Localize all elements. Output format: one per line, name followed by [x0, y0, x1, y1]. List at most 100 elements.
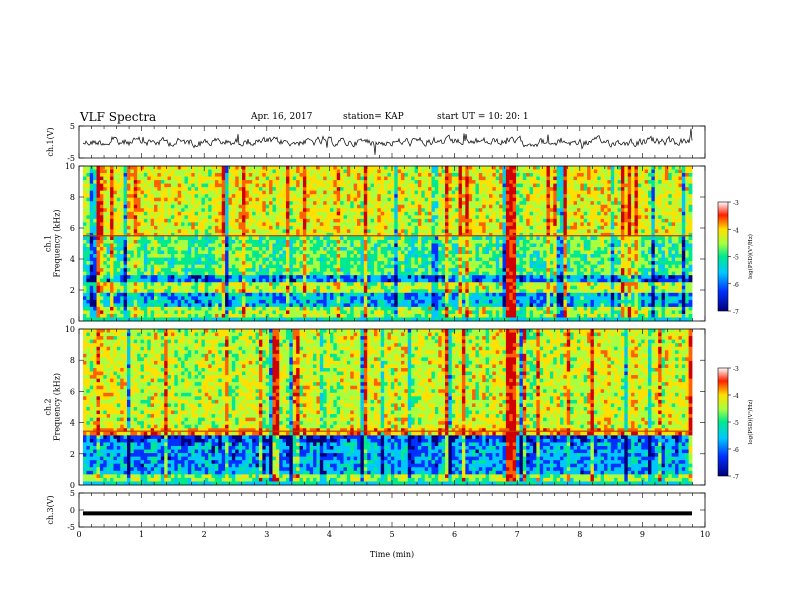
- spectrogram-cell: [147, 229, 152, 234]
- spectrogram-cell: [570, 239, 574, 244]
- spectrogram-cell: [553, 194, 558, 199]
- spectrogram-cell: [654, 166, 659, 170]
- spectrogram-cell: [681, 236, 686, 241]
- spectrogram-cell: [353, 232, 358, 237]
- spectrogram-cell: [475, 225, 480, 230]
- spectrogram-cell: [194, 239, 199, 244]
- spectrogram-cell: [357, 247, 361, 251]
- spectrogram-cell: [211, 211, 216, 216]
- spectrogram-cell: [99, 180, 104, 185]
- spectrogram-cell: [614, 197, 618, 202]
- spectrogram-cell: [255, 222, 260, 227]
- spectrogram-cell: [438, 187, 443, 192]
- spectrogram-cell: [417, 180, 422, 185]
- spectrogram-cell: [600, 201, 605, 206]
- spectrogram-cell: [441, 229, 446, 234]
- spectrogram-cell: [604, 222, 608, 227]
- spectrogram-cell: [685, 176, 690, 181]
- spectrogram-cell: [482, 197, 487, 202]
- spectrogram-cell: [445, 187, 449, 192]
- spectrogram-cell: [231, 176, 236, 181]
- spectrogram-cell: [174, 236, 179, 241]
- spectrogram-cell: [431, 239, 436, 244]
- spectrogram-cell: [167, 173, 172, 177]
- spectrogram-cell: [512, 218, 517, 223]
- spectrogram-cell: [110, 211, 114, 216]
- spectrogram-cell: [235, 239, 240, 244]
- spectrogram-cell: [634, 183, 639, 188]
- spectrogram-cell: [242, 201, 246, 206]
- spectrogram-cell: [282, 257, 287, 262]
- spectrogram-cell: [302, 169, 307, 174]
- spectrogram-cell: [414, 176, 419, 181]
- spectrogram-cell: [421, 232, 426, 237]
- spectrogram-cell: [208, 236, 212, 241]
- spectrogram-cell: [519, 197, 524, 202]
- spectrogram-cell: [242, 190, 246, 195]
- spectrogram-cell: [363, 204, 368, 209]
- spectrogram-cell: [648, 201, 652, 206]
- spectrogram-cell: [262, 243, 267, 248]
- spectrogram-cell: [641, 197, 646, 202]
- spectrogram-cell: [214, 218, 219, 223]
- spectrogram-cell: [89, 218, 94, 223]
- spectrogram-cell: [248, 250, 253, 255]
- spectrogram-cell: [326, 173, 331, 177]
- spectrogram-cell: [495, 183, 500, 188]
- spectrogram-cell: [384, 218, 388, 223]
- spectrogram-cell: [231, 187, 236, 192]
- spectrogram-cell: [543, 197, 547, 202]
- spectrogram-cell: [522, 197, 527, 202]
- spectrogram-cell: [526, 166, 530, 170]
- spectrogram-cell: [340, 222, 344, 227]
- spectrogram-cell: [116, 243, 121, 248]
- spectrogram-cell: [326, 257, 331, 262]
- spectrogram-cell: [468, 166, 473, 170]
- spectrogram-cell: [96, 183, 101, 188]
- spectrogram-cell: [414, 194, 419, 199]
- spectrogram-cell: [242, 197, 246, 202]
- spectrogram-cell: [258, 215, 263, 220]
- spectrogram-cell: [248, 197, 253, 202]
- spectrogram-cell: [252, 218, 256, 223]
- spectrogram-cell: [130, 254, 135, 258]
- spectrogram-cell: [198, 187, 202, 192]
- spectrogram-cell: [262, 215, 267, 220]
- spectrogram-cell: [428, 215, 432, 220]
- spectrogram-cell: [512, 180, 517, 185]
- spectrogram-cell: [86, 239, 91, 244]
- spectrogram-cell: [208, 247, 212, 251]
- spectrogram-cell: [604, 218, 608, 223]
- spectrogram-cell: [597, 218, 602, 223]
- spectrogram-cell: [221, 173, 226, 177]
- spectrogram-cell: [211, 190, 216, 195]
- spectrogram-cell: [184, 222, 189, 227]
- spectrogram-cell: [373, 257, 378, 262]
- spectrogram-cell: [292, 190, 297, 195]
- spectrogram-cell: [414, 183, 419, 188]
- spectrogram-cell: [174, 229, 179, 234]
- spectrogram-cell: [519, 222, 524, 227]
- spectrogram-cell: [573, 211, 578, 216]
- spectrogram-cell: [350, 194, 355, 199]
- spectrogram-cell: [438, 169, 443, 174]
- spectrogram-cell: [607, 254, 612, 258]
- spectrogram-cell: [546, 173, 551, 177]
- spectrogram-cell: [573, 183, 578, 188]
- spectrogram-cell: [607, 250, 612, 255]
- spectrogram-cell: [387, 225, 392, 230]
- spectrogram-cell: [556, 247, 561, 251]
- spectrogram-cell: [675, 194, 679, 199]
- spectrogram-cell: [644, 169, 649, 174]
- spectrogram-cell: [110, 247, 114, 251]
- spectrogram-cell: [499, 222, 503, 227]
- spectrogram-cell: [434, 166, 439, 170]
- spectrogram-cell: [526, 194, 530, 199]
- spectrogram-cell: [417, 232, 422, 237]
- spectrogram-cell: [177, 250, 182, 255]
- spectrogram-cell: [499, 176, 503, 181]
- spectrogram-cell: [664, 176, 669, 181]
- spectrogram-cell: [637, 239, 642, 244]
- spectrogram-cell: [262, 211, 267, 216]
- spectrogram-cell: [306, 180, 311, 185]
